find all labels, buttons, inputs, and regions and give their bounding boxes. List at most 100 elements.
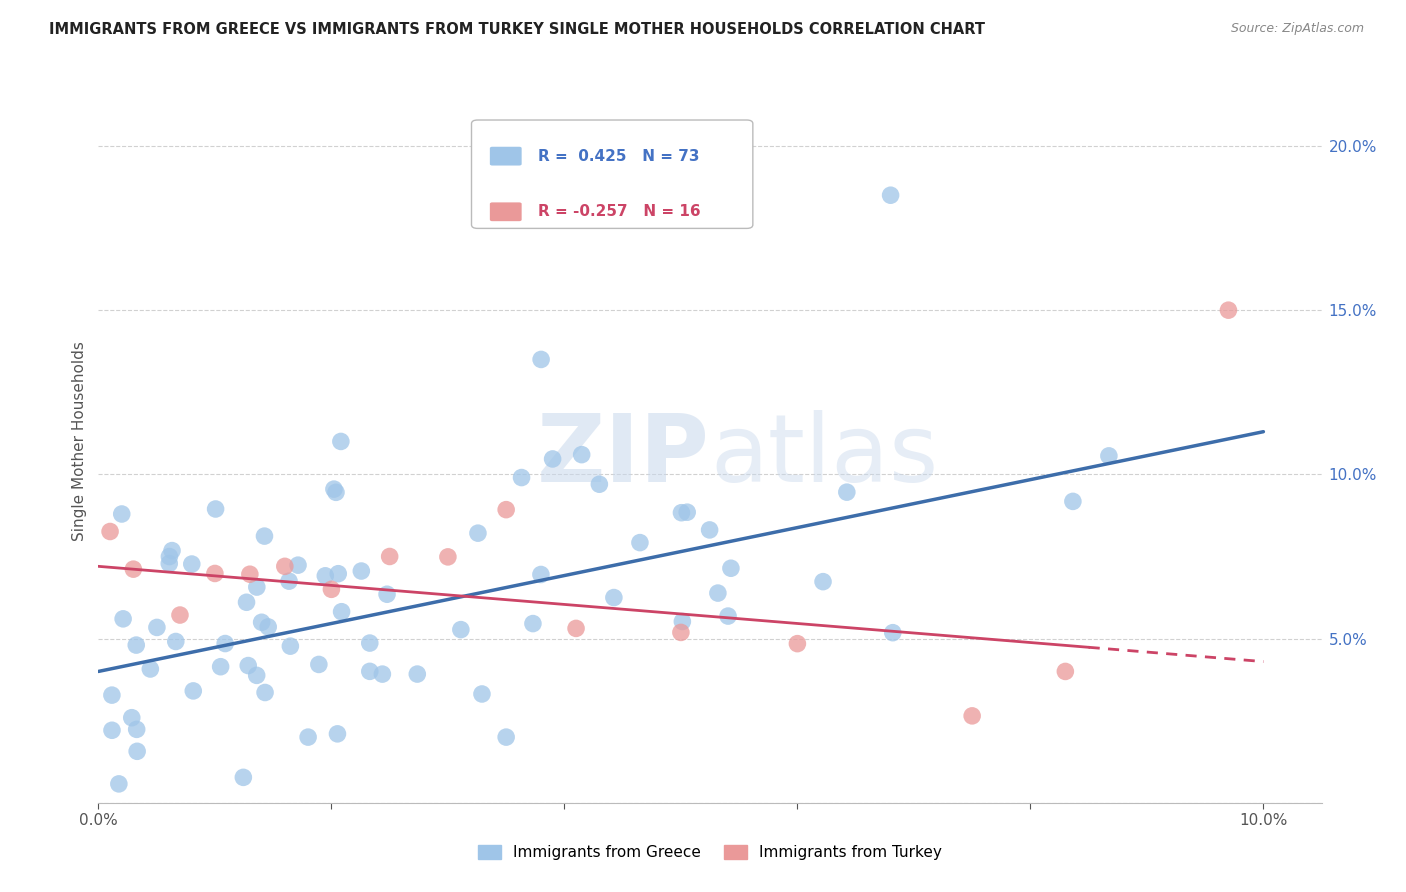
- Point: [882, 625, 904, 640]
- Point: [328, 566, 350, 581]
- Point: [530, 352, 553, 367]
- Point: [510, 470, 533, 484]
- Point: [297, 730, 319, 744]
- Point: [160, 543, 183, 558]
- Point: [359, 636, 381, 650]
- Point: [603, 591, 626, 605]
- Point: [169, 608, 191, 623]
- Point: [811, 574, 834, 589]
- Point: [960, 709, 983, 723]
- FancyBboxPatch shape: [489, 202, 522, 221]
- Point: [588, 477, 610, 491]
- Point: [350, 564, 373, 578]
- Point: [522, 616, 544, 631]
- Point: [371, 667, 394, 681]
- Text: Source: ZipAtlas.com: Source: ZipAtlas.com: [1230, 22, 1364, 36]
- Point: [541, 452, 564, 467]
- Point: [1054, 665, 1077, 679]
- Point: [406, 667, 429, 681]
- Point: [204, 502, 226, 516]
- Point: [280, 639, 302, 653]
- Point: [835, 485, 858, 500]
- Point: [326, 727, 349, 741]
- Point: [125, 723, 148, 737]
- Point: [707, 586, 730, 600]
- Point: [181, 684, 204, 698]
- Point: [274, 559, 297, 574]
- Point: [565, 621, 588, 635]
- Point: [232, 770, 254, 784]
- Point: [239, 567, 262, 582]
- Point: [329, 434, 352, 449]
- Point: [108, 777, 131, 791]
- Point: [330, 605, 353, 619]
- Point: [165, 634, 187, 648]
- Point: [278, 574, 301, 589]
- Point: [699, 523, 721, 537]
- Point: [471, 687, 494, 701]
- Point: [250, 615, 273, 630]
- Point: [127, 744, 149, 758]
- Point: [257, 620, 280, 634]
- Point: [101, 723, 124, 738]
- Point: [180, 557, 202, 571]
- Point: [467, 526, 489, 541]
- Point: [98, 524, 121, 539]
- Point: [450, 623, 472, 637]
- Point: [246, 668, 269, 682]
- FancyBboxPatch shape: [471, 120, 752, 228]
- Point: [671, 615, 693, 629]
- Text: R =  0.425   N = 73: R = 0.425 N = 73: [537, 149, 699, 163]
- Point: [1098, 449, 1121, 463]
- Point: [246, 580, 269, 594]
- Text: atlas: atlas: [710, 410, 938, 502]
- Text: R = -0.257   N = 16: R = -0.257 N = 16: [537, 204, 700, 219]
- Text: ZIP: ZIP: [537, 410, 710, 502]
- Point: [254, 685, 277, 699]
- Point: [321, 582, 343, 597]
- Point: [786, 637, 808, 651]
- Y-axis label: Single Mother Households: Single Mother Households: [72, 342, 87, 541]
- Point: [122, 562, 145, 576]
- Legend: Immigrants from Greece, Immigrants from Turkey: Immigrants from Greece, Immigrants from …: [478, 845, 942, 860]
- Point: [375, 587, 398, 601]
- Point: [437, 549, 460, 564]
- Point: [359, 665, 381, 679]
- Point: [495, 502, 517, 516]
- Point: [146, 620, 169, 634]
- Point: [879, 188, 901, 202]
- Text: IMMIGRANTS FROM GREECE VS IMMIGRANTS FROM TURKEY SINGLE MOTHER HOUSEHOLDS CORREL: IMMIGRANTS FROM GREECE VS IMMIGRANTS FRO…: [49, 22, 986, 37]
- Point: [671, 506, 693, 520]
- Point: [308, 657, 330, 672]
- Point: [139, 662, 162, 676]
- FancyBboxPatch shape: [489, 147, 522, 166]
- Point: [530, 567, 553, 582]
- Point: [253, 529, 276, 543]
- Point: [495, 730, 517, 744]
- Point: [111, 507, 134, 521]
- Point: [101, 688, 124, 702]
- Point: [1062, 494, 1084, 508]
- Point: [125, 638, 148, 652]
- Point: [287, 558, 309, 573]
- Point: [628, 535, 651, 549]
- Point: [121, 711, 143, 725]
- Point: [323, 482, 346, 496]
- Point: [214, 636, 236, 650]
- Point: [157, 557, 180, 571]
- Point: [157, 549, 180, 564]
- Point: [1218, 303, 1240, 318]
- Point: [378, 549, 401, 564]
- Point: [676, 505, 699, 519]
- Point: [235, 595, 257, 609]
- Point: [209, 659, 232, 673]
- Point: [325, 485, 347, 500]
- Point: [669, 625, 692, 640]
- Point: [571, 448, 593, 462]
- Point: [204, 566, 226, 581]
- Point: [112, 612, 135, 626]
- Point: [717, 609, 740, 624]
- Point: [720, 561, 742, 575]
- Point: [314, 569, 336, 583]
- Point: [238, 658, 260, 673]
